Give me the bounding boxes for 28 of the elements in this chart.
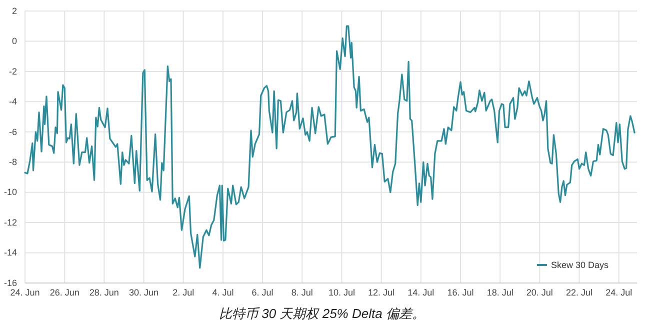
y-tick-label: -6: [8, 126, 17, 137]
x-tick-label: 14. Jul: [408, 287, 434, 298]
x-tick-label: 6. Jul: [252, 287, 274, 298]
x-tick-label: 2. Jul: [172, 287, 194, 298]
x-tick-label: 16. Jul: [447, 287, 474, 298]
x-tick-label: 20. Jul: [526, 287, 553, 298]
y-tick-label: -14: [4, 248, 17, 258]
y-tick-label: -12: [4, 217, 17, 228]
x-tick-label: 30. Jun: [129, 287, 159, 298]
x-tick-label: 18. Jul: [486, 287, 514, 298]
x-tick-label: 12. Jul: [368, 287, 395, 298]
y-tick-label: -8: [8, 156, 17, 167]
x-tick-label: 8. Jul: [291, 287, 313, 298]
x-tick-label: 22. Jul: [566, 287, 593, 298]
y-tick-label: -4: [8, 96, 17, 107]
legend-label: Skew 30 Days: [551, 260, 610, 270]
x-tick-label: 4. Jul: [212, 287, 234, 298]
text: 比特币 30 天期权 25% Delta 偏差。: [219, 306, 425, 321]
x-tick-label: 28. Jun: [89, 287, 119, 298]
y-tick-label: -16: [4, 278, 17, 288]
x-tick-label: 10. Jul: [328, 287, 355, 298]
y-tick-label: -2: [8, 66, 17, 76]
x-tick-label: 26. Jun: [50, 287, 80, 298]
y-tick-label: -10: [4, 187, 17, 198]
y-tick-label: 2: [12, 6, 17, 16]
x-tick-label: 24. Jul: [606, 287, 632, 298]
x-tick-label: 24. Jun: [10, 287, 40, 298]
y-tick-label: 0: [12, 36, 17, 46]
